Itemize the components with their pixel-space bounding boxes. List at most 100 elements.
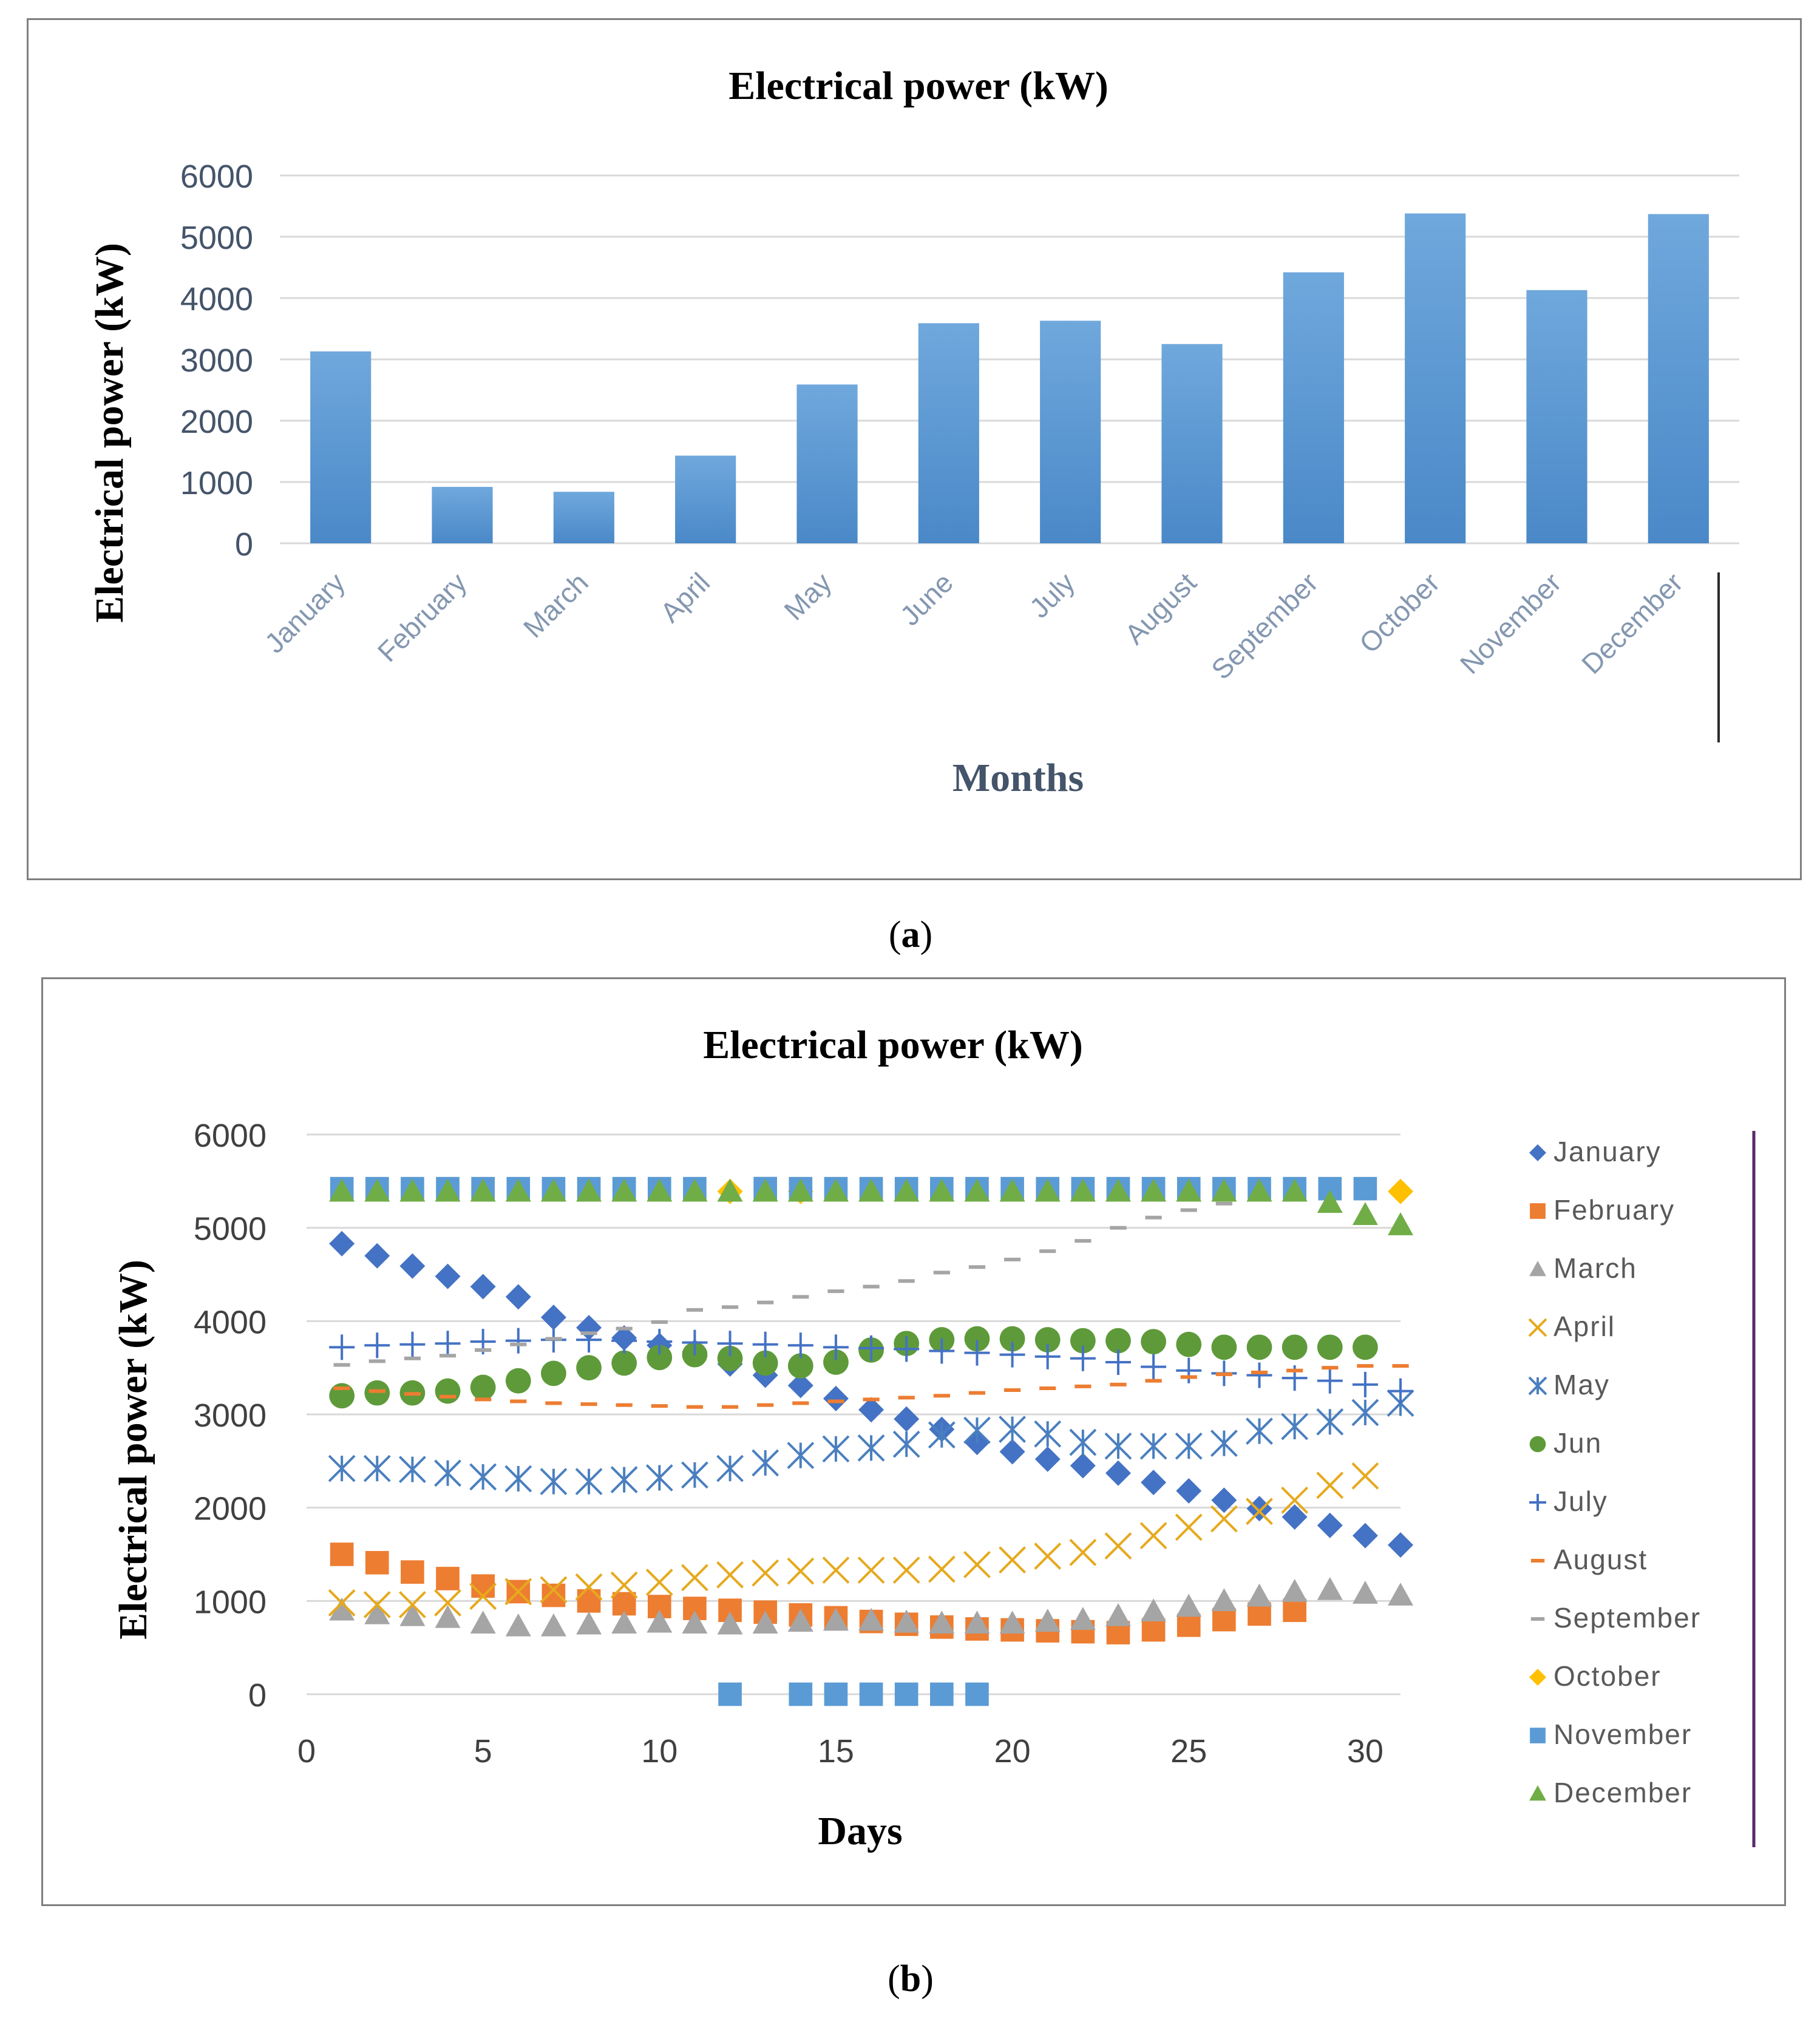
point-may bbox=[328, 1454, 356, 1482]
point-july bbox=[858, 1335, 885, 1361]
y-axis-label: Electrical power (kW) bbox=[87, 243, 132, 623]
legend-item-october: October bbox=[1529, 1660, 1660, 1692]
point-february bbox=[471, 1574, 495, 1598]
point-may bbox=[681, 1461, 708, 1489]
point-february bbox=[330, 1542, 354, 1566]
x-tick-label: March bbox=[517, 566, 594, 643]
legend-marker-jun bbox=[1529, 1436, 1546, 1453]
caption-a: (a) bbox=[888, 914, 933, 955]
point-march bbox=[929, 1610, 955, 1634]
point-march bbox=[1176, 1593, 1202, 1617]
series-august bbox=[333, 1364, 1409, 1409]
point-april bbox=[963, 1550, 991, 1578]
point-january bbox=[435, 1263, 461, 1289]
point-april bbox=[857, 1556, 885, 1584]
point-jun bbox=[647, 1345, 673, 1371]
point-march bbox=[787, 1609, 813, 1632]
x-tick-label: December bbox=[1575, 566, 1689, 680]
point-april bbox=[1281, 1486, 1309, 1514]
point-december bbox=[717, 1178, 743, 1202]
point-december bbox=[611, 1178, 637, 1202]
point-december bbox=[787, 1178, 813, 1202]
point-january bbox=[823, 1385, 849, 1411]
point-march bbox=[1211, 1588, 1237, 1612]
point-may bbox=[892, 1430, 920, 1458]
point-may bbox=[504, 1465, 532, 1493]
point-december bbox=[505, 1178, 531, 1202]
point-january bbox=[1034, 1446, 1061, 1472]
point-march bbox=[470, 1610, 496, 1634]
legend-marker-november bbox=[1530, 1728, 1546, 1743]
point-may bbox=[1246, 1417, 1273, 1445]
legend-item-september: September bbox=[1530, 1602, 1701, 1634]
point-april bbox=[328, 1589, 356, 1617]
x-tick-label: 10 bbox=[641, 1733, 677, 1770]
point-july bbox=[823, 1334, 849, 1360]
point-july bbox=[1176, 1357, 1202, 1383]
point-december bbox=[1282, 1178, 1308, 1202]
point-jun bbox=[1070, 1328, 1096, 1354]
point-january bbox=[1105, 1460, 1131, 1486]
point-may bbox=[1351, 1399, 1379, 1427]
legend-marker-july bbox=[1529, 1494, 1546, 1511]
y-tick-label: 3000 bbox=[194, 1397, 267, 1434]
point-april bbox=[716, 1561, 744, 1589]
point-jun bbox=[1176, 1331, 1202, 1357]
point-may bbox=[1139, 1432, 1167, 1460]
point-december bbox=[399, 1178, 426, 1202]
point-april bbox=[1316, 1471, 1344, 1499]
point-jun bbox=[1352, 1334, 1378, 1360]
point-march bbox=[540, 1613, 566, 1637]
chart-title: Electrical power (kW) bbox=[703, 1023, 1083, 1067]
point-may bbox=[857, 1434, 885, 1462]
point-december bbox=[894, 1178, 920, 1202]
point-july bbox=[787, 1332, 813, 1359]
point-december bbox=[1352, 1202, 1378, 1225]
point-march bbox=[647, 1609, 673, 1633]
y-tick-label: 5000 bbox=[194, 1211, 267, 1247]
bar-january bbox=[310, 351, 372, 543]
x-tick-label: 5 bbox=[474, 1733, 492, 1770]
point-april bbox=[1175, 1513, 1203, 1541]
point-january bbox=[1246, 1496, 1272, 1522]
point-jun bbox=[435, 1378, 461, 1404]
legend-marker-october bbox=[1529, 1669, 1546, 1686]
point-april bbox=[575, 1573, 603, 1601]
point-july bbox=[999, 1342, 1025, 1368]
x-tick-label: January bbox=[259, 566, 351, 659]
point-december bbox=[364, 1178, 390, 1202]
bar-september bbox=[1283, 272, 1344, 543]
point-march bbox=[823, 1607, 849, 1631]
point-december bbox=[752, 1178, 778, 1202]
legend-marker-december bbox=[1529, 1785, 1546, 1801]
bar-october bbox=[1405, 213, 1466, 543]
legend-label: Jun bbox=[1553, 1427, 1602, 1459]
legend-label: September bbox=[1553, 1602, 1701, 1634]
legend-item-april: April bbox=[1528, 1311, 1614, 1342]
point-jun bbox=[541, 1360, 566, 1386]
x-tick-label: May bbox=[778, 566, 837, 626]
point-july bbox=[435, 1331, 461, 1357]
point-july bbox=[964, 1340, 990, 1366]
point-february bbox=[436, 1567, 460, 1590]
point-february bbox=[1212, 1607, 1236, 1632]
point-march bbox=[894, 1609, 920, 1633]
point-may bbox=[469, 1463, 497, 1491]
point-march bbox=[435, 1604, 461, 1628]
point-december bbox=[964, 1178, 990, 1202]
point-january bbox=[399, 1253, 426, 1279]
bar-february bbox=[432, 487, 493, 543]
point-march bbox=[1034, 1609, 1061, 1632]
point-july bbox=[505, 1328, 531, 1354]
series-september bbox=[333, 1201, 1232, 1367]
point-july bbox=[647, 1329, 673, 1355]
point-april bbox=[787, 1557, 815, 1585]
x-tick-label: August bbox=[1119, 566, 1203, 650]
point-april bbox=[645, 1569, 673, 1597]
x-tick-label: 25 bbox=[1170, 1733, 1207, 1770]
x-tick-label: April bbox=[654, 566, 716, 628]
bar-august bbox=[1161, 344, 1223, 543]
point-may bbox=[752, 1449, 779, 1477]
scatter-chart: Electrical power (kW) Electrical power (… bbox=[111, 1023, 1756, 1853]
point-november bbox=[1353, 1176, 1377, 1201]
